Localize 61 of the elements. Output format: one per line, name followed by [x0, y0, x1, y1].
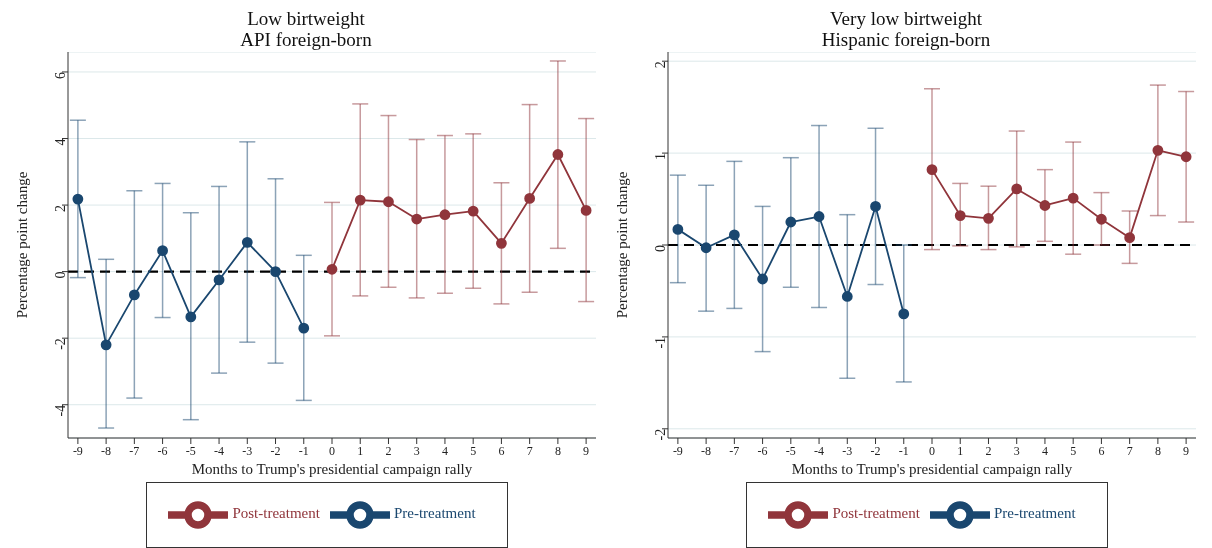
x-tick-label: 7 — [526, 443, 533, 458]
x-tick-label: -5 — [185, 443, 196, 458]
x-tick-label: 9 — [1183, 443, 1190, 458]
x-tick-label: -5 — [785, 443, 796, 458]
y-tick-label: 2 — [52, 205, 68, 213]
x-tick-label: 5 — [470, 443, 477, 458]
x-axis-title: Months to Trump's presidential campaign rally — [191, 461, 473, 477]
x-tick-label: 3 — [1013, 443, 1020, 458]
legend-label: Pre-treatment — [393, 505, 476, 522]
x-tick-label: -9 — [672, 443, 683, 458]
y-axis-title: Percentage point change — [14, 171, 31, 319]
x-tick-label: -9 — [72, 443, 83, 458]
x-tick-label: 4 — [1041, 443, 1048, 458]
y-tick-label: -1 — [652, 336, 668, 349]
x-tick-label: 7 — [1126, 443, 1133, 458]
y-axis-title: Percentage point change — [614, 171, 631, 319]
x-tick-label: 1 — [957, 443, 964, 458]
x-tick-label: 3 — [413, 443, 420, 458]
x-tick-label: 8 — [554, 443, 561, 458]
y-tick-label: 6 — [52, 71, 68, 79]
x-tick-label: -2 — [870, 443, 881, 458]
x-tick-label: 0 — [929, 443, 935, 458]
x-tick-label: 6 — [498, 443, 505, 458]
x-tick-label: -7 — [129, 443, 140, 458]
x-tick-label: -1 — [298, 443, 309, 458]
chart-title: Very low birtweight — [829, 8, 983, 29]
y-tick-label: 0 — [52, 271, 68, 279]
x-tick-label: 2 — [385, 443, 392, 458]
legend-label: Pre-treatment — [993, 505, 1076, 522]
x-tick-label: -3 — [242, 443, 253, 458]
x-tick-label: 9 — [583, 443, 590, 458]
chart-subtitle: API foreign-born — [239, 29, 373, 50]
y-tick-label: -2 — [652, 428, 668, 441]
y-tick-label: 4 — [52, 138, 68, 146]
x-tick-label: 0 — [329, 443, 335, 458]
x-tick-label: -7 — [729, 443, 740, 458]
x-tick-label: 8 — [1154, 443, 1161, 458]
x-axis-title: Months to Trump's presidential campaign rally — [791, 461, 1073, 477]
x-tick-label: -4 — [814, 443, 825, 458]
x-tick-label: 6 — [1098, 443, 1105, 458]
y-tick-label: 2 — [652, 61, 668, 69]
x-tick-label: 2 — [985, 443, 992, 458]
y-tick-label: 0 — [652, 245, 668, 252]
legend-label: Post-treatment — [232, 505, 320, 522]
y-tick-label: 1 — [652, 153, 668, 161]
x-tick-label: -1 — [898, 443, 909, 458]
x-tick-label: 5 — [1070, 443, 1077, 458]
x-tick-label: -6 — [157, 443, 168, 458]
x-tick-label: -3 — [842, 443, 853, 458]
x-tick-label: -4 — [214, 443, 225, 458]
x-tick-label: -8 — [701, 443, 712, 458]
y-tick-label: -4 — [52, 404, 68, 417]
x-tick-label: 4 — [441, 443, 448, 458]
x-tick-label: 1 — [357, 443, 364, 458]
x-tick-label: -8 — [101, 443, 112, 458]
chart-title: Low birtweight — [246, 8, 366, 29]
x-tick-label: -6 — [757, 443, 768, 458]
chart-subtitle: Hispanic foreign-born — [820, 29, 992, 50]
legend-label: Post-treatment — [832, 505, 920, 522]
y-tick-label: -2 — [52, 338, 68, 350]
x-tick-label: -2 — [270, 443, 281, 458]
